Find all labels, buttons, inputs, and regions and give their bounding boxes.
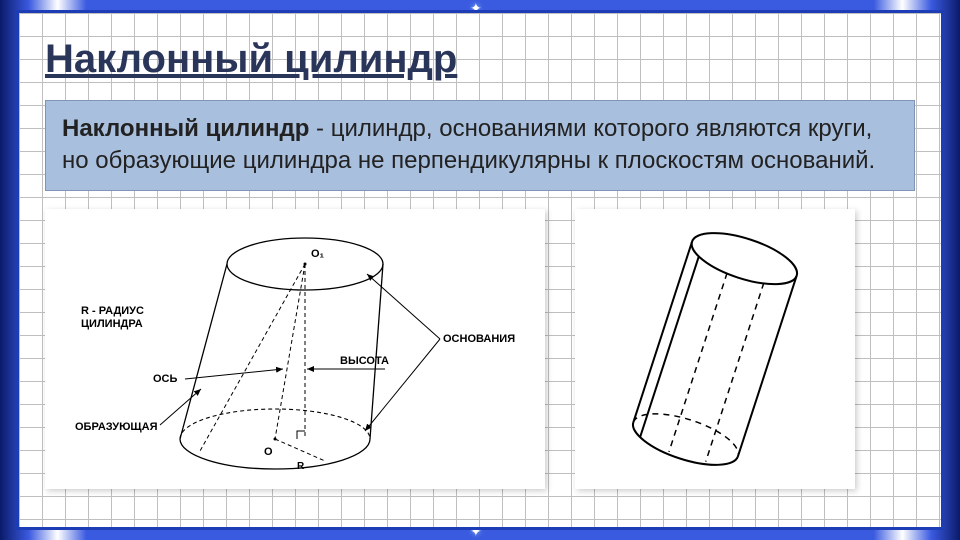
label-radius-2: ЦИЛИНДРА: [81, 318, 143, 330]
label-R: R: [297, 461, 305, 472]
definition-term: Наклонный цилиндр: [62, 115, 309, 142]
content-area: Наклонный цилиндр Наклонный цилиндр - ци…: [19, 13, 941, 527]
label-radius: R - РАДИУС: [81, 305, 144, 317]
diagrams-row: R - РАДИУС ЦИЛИНДРА ОСЬ ОБРАЗУЮЩАЯ ВЫСОТ…: [45, 209, 915, 489]
label-height: ВЫСОТА: [340, 355, 389, 367]
label-axis: ОСЬ: [153, 373, 178, 385]
label-bases: ОСНОВАНИЯ: [443, 333, 515, 345]
page-title: Наклонный цилиндр: [45, 37, 915, 82]
label-O: O: [264, 446, 273, 458]
diagram-oblique-cylinder: [575, 209, 855, 489]
definition-box: Наклонный цилиндр - цилиндр, основаниями…: [45, 100, 915, 191]
slide-inner: Наклонный цилиндр Наклонный цилиндр - ци…: [16, 10, 944, 530]
label-O1: O₁: [311, 248, 325, 260]
label-generatrix: ОБРАЗУЮЩАЯ: [75, 421, 158, 433]
slide-frame: ✦ ✦ Наклонный цилиндр Наклонный цилиндр …: [0, 0, 960, 540]
diagram-labeled-cylinder: R - РАДИУС ЦИЛИНДРА ОСЬ ОБРАЗУЮЩАЯ ВЫСОТ…: [45, 209, 545, 489]
